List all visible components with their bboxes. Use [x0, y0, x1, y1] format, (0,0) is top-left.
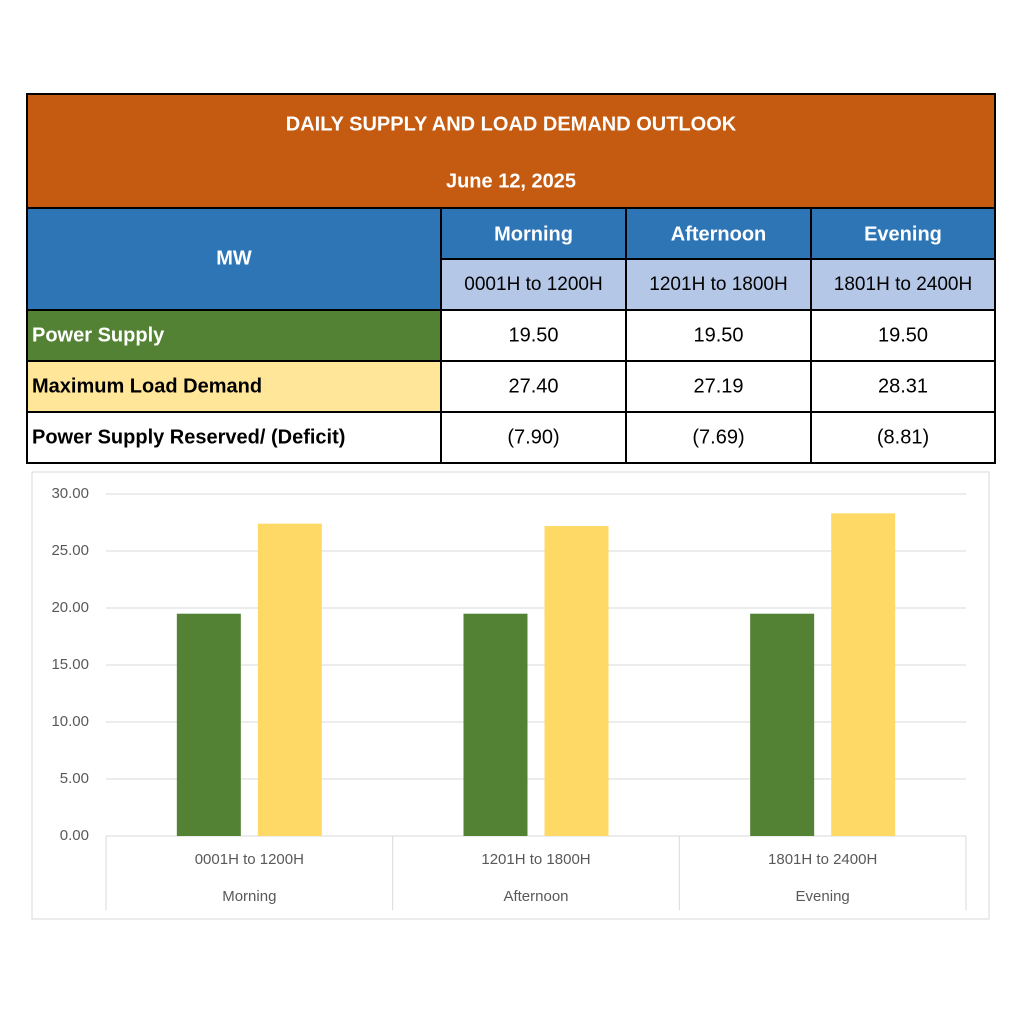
x-group-label: Afternoon: [503, 888, 568, 905]
period-header: Evening: [864, 223, 942, 245]
table-cell: [26, 93, 996, 209]
period-header: Afternoon: [671, 223, 767, 245]
table-cell: [810, 360, 996, 413]
table-cell: [810, 411, 996, 464]
y-tick-label: 25.00: [51, 542, 89, 559]
x-tick-label: 0001H to 1200H: [195, 851, 304, 868]
table-cell: [810, 309, 996, 362]
bar: [257, 523, 322, 836]
table-cell: [810, 258, 996, 311]
x-group-label: Evening: [796, 888, 850, 905]
y-tick-label: 10.00: [51, 713, 89, 730]
table-cell: [440, 411, 627, 464]
row-label: Maximum Load Demand: [32, 375, 262, 397]
table-cell: [26, 411, 442, 464]
y-tick-label: 5.00: [60, 770, 89, 787]
bar: [463, 613, 528, 836]
table-value: 19.50: [693, 324, 743, 346]
table-value: 27.19: [693, 375, 743, 397]
table-cell: [625, 411, 812, 464]
chart-frame: [31, 471, 990, 920]
x-tick-label: 1201H to 1800H: [481, 851, 590, 868]
bar: [750, 613, 815, 836]
table-date: June 12, 2025: [446, 170, 576, 192]
table-value: 27.40: [508, 375, 558, 397]
y-tick-label: 30.00: [51, 485, 89, 502]
hours-header: 0001H to 1200H: [464, 274, 602, 295]
bar: [544, 526, 609, 836]
hours-header: 1201H to 1800H: [649, 274, 787, 295]
hours-header: 1801H to 2400H: [834, 274, 972, 295]
x-group-label: Morning: [222, 888, 276, 905]
unit-label: MW: [216, 247, 252, 269]
table-value: (7.69): [692, 426, 744, 448]
table-value: 19.50: [878, 324, 928, 346]
x-tick-label: 1801H to 2400H: [768, 851, 877, 868]
table-cell: [625, 258, 812, 311]
table-value: (8.81): [877, 426, 929, 448]
table-cell: [440, 360, 627, 413]
table-title: DAILY SUPPLY AND LOAD DEMAND OUTLOOK: [286, 113, 737, 135]
table-cell: [440, 309, 627, 362]
row-label: Power Supply Reserved/ (Deficit): [32, 426, 345, 448]
table-value: 28.31: [878, 375, 928, 397]
bar: [831, 513, 896, 836]
row-label: Power Supply: [32, 324, 165, 346]
bar: [176, 613, 241, 836]
period-header: Morning: [494, 223, 573, 245]
y-tick-label: 0.00: [60, 827, 89, 844]
y-tick-label: 20.00: [51, 599, 89, 616]
y-tick-label: 15.00: [51, 656, 89, 673]
table-value: (7.90): [507, 426, 559, 448]
table-value: 19.50: [508, 324, 558, 346]
table-cell: [26, 207, 442, 311]
